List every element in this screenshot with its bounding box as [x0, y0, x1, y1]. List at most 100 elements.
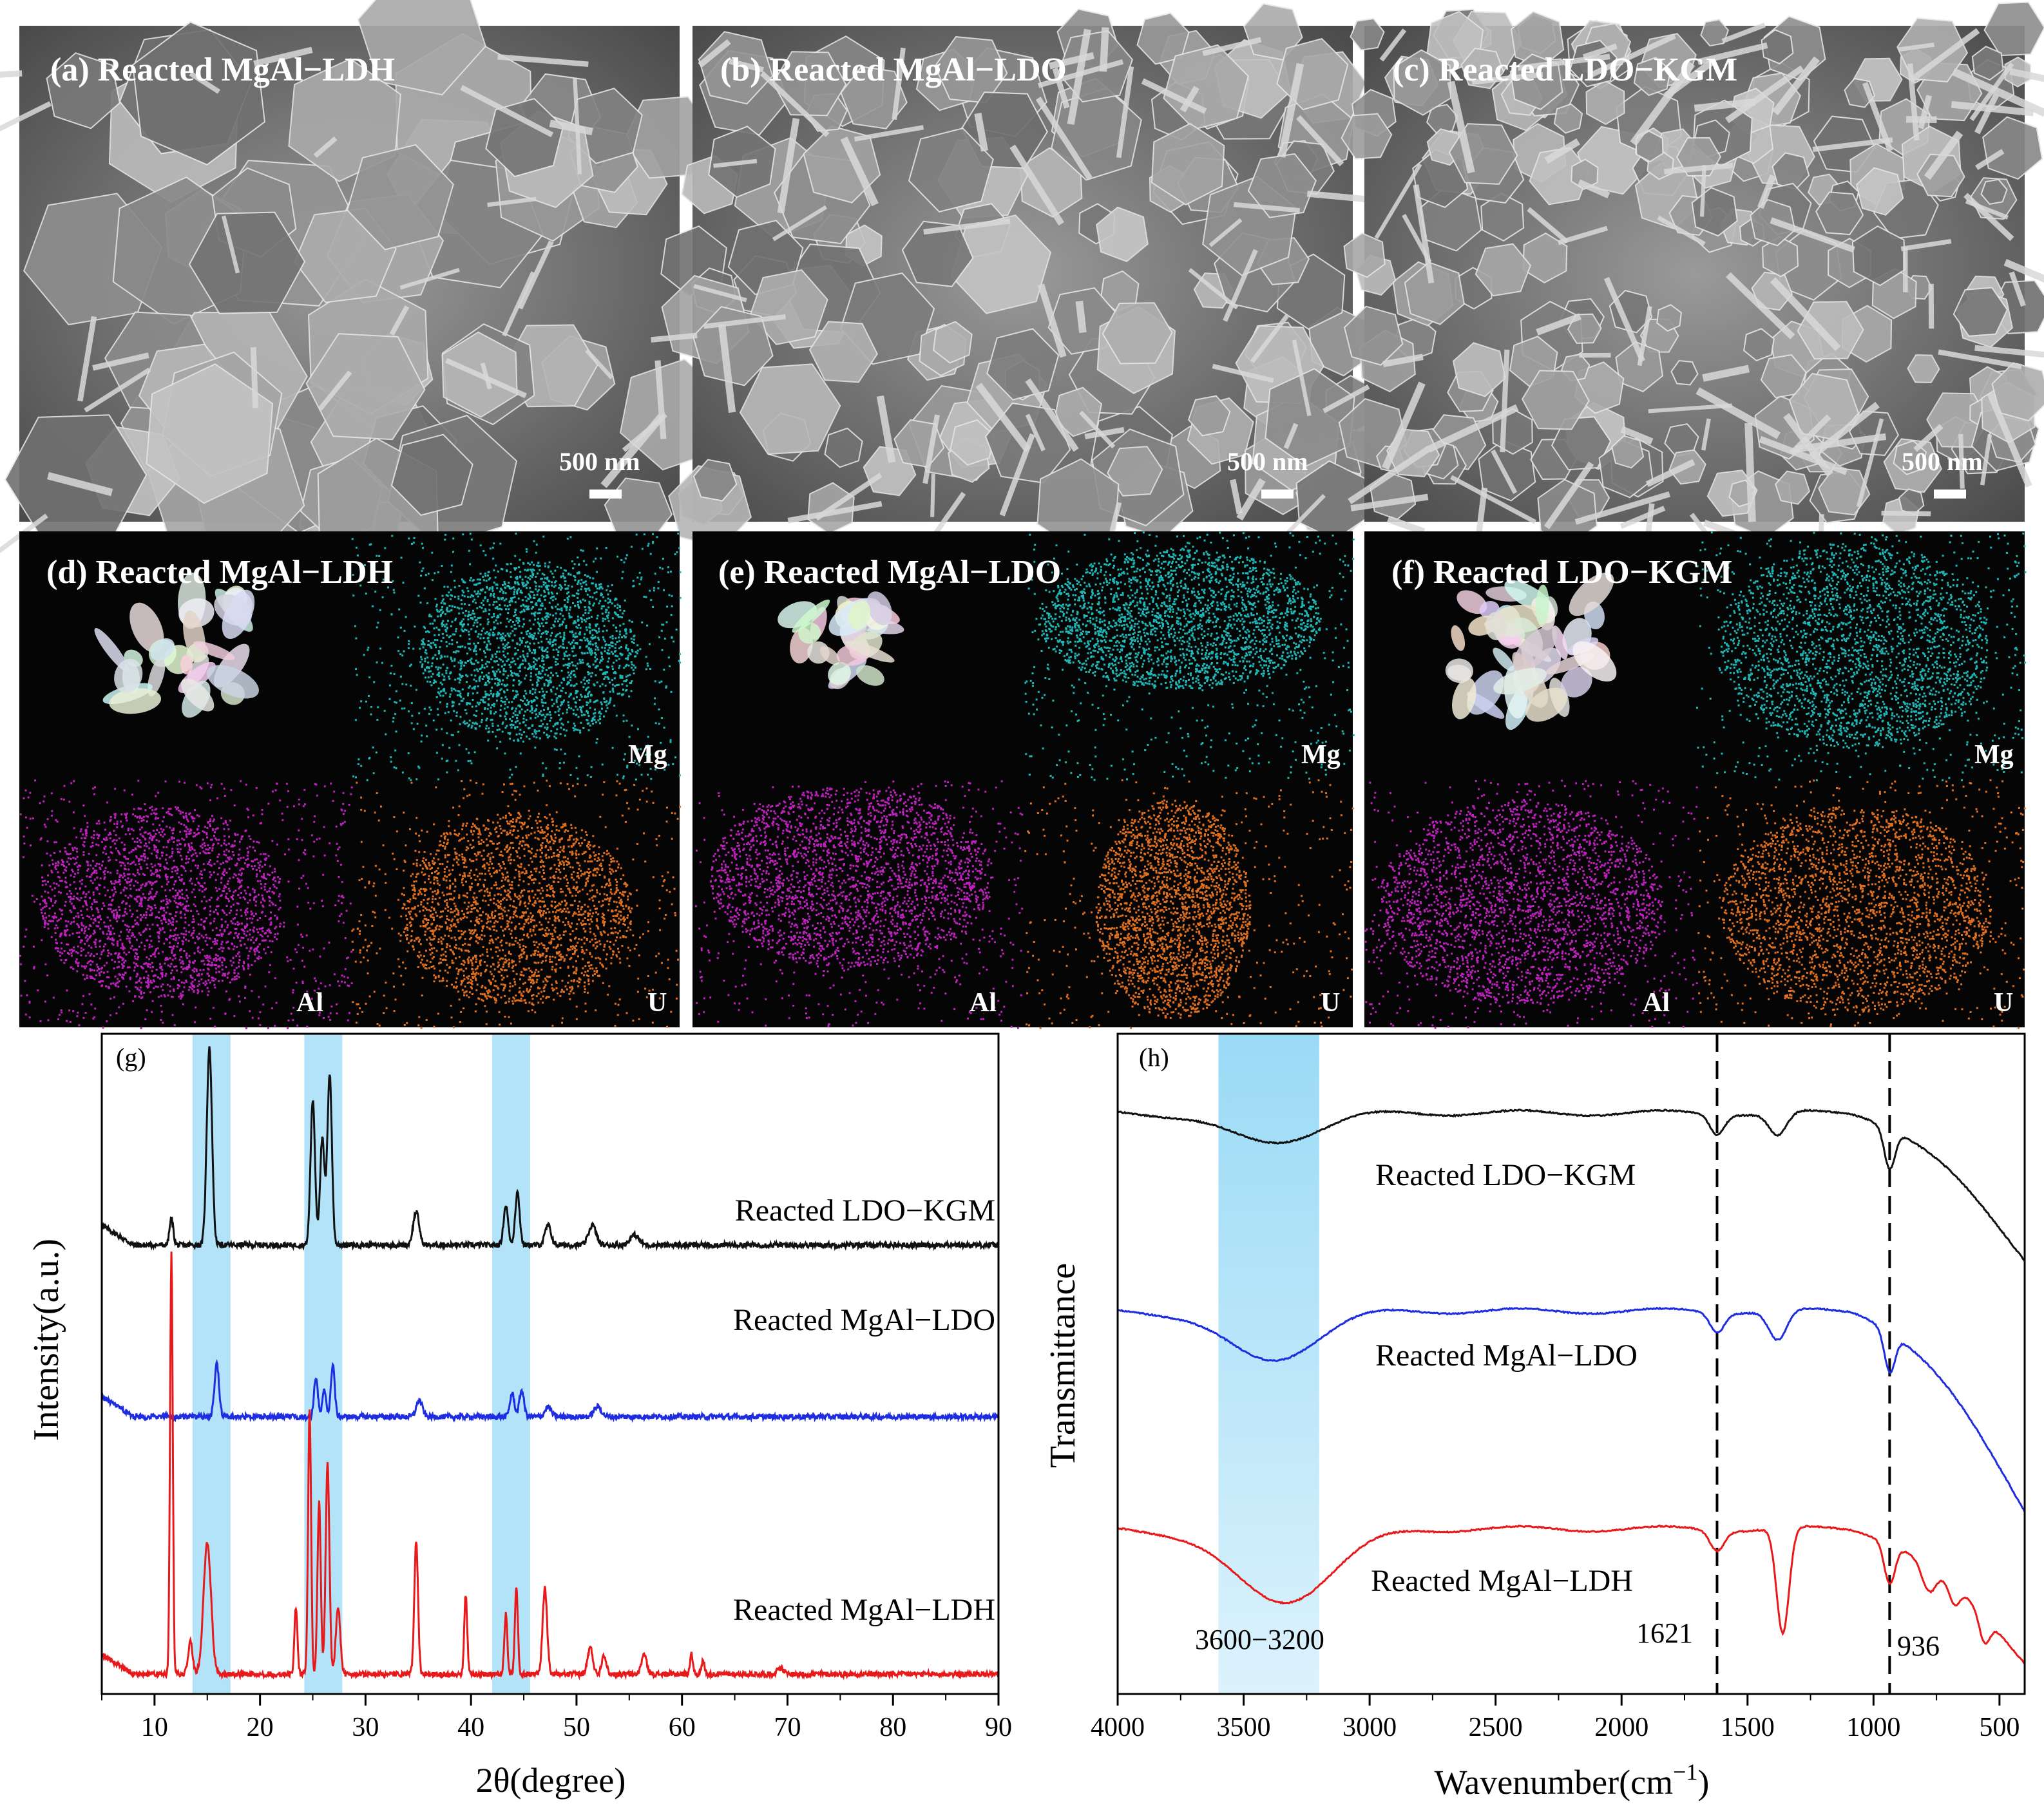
- eds-dot: [586, 629, 588, 631]
- eds-dot: [463, 591, 465, 594]
- eds-dot: [354, 625, 356, 627]
- eds-dot: [329, 1019, 331, 1021]
- eds-dot: [544, 595, 547, 597]
- eds-dot: [473, 598, 476, 601]
- sem-plate: [824, 427, 863, 468]
- eds-dot: [68, 857, 70, 860]
- eds-dot: [249, 929, 251, 931]
- eds-dot: [584, 695, 586, 698]
- eds-dot: [418, 712, 421, 714]
- eds-dot: [515, 652, 517, 655]
- eds-dot: [458, 703, 461, 705]
- eds-dot: [202, 839, 204, 841]
- eds-dot: [69, 1021, 72, 1023]
- eds-dot: [92, 787, 95, 790]
- eds-dot: [492, 557, 495, 560]
- eds-dot: [527, 605, 530, 608]
- eds-dot: [44, 912, 46, 915]
- eds-dot: [582, 549, 584, 552]
- eds-dot: [202, 948, 204, 951]
- eds-dot: [635, 778, 637, 781]
- eds-dot: [526, 640, 529, 643]
- eds-dot: [638, 583, 641, 585]
- eds-dot: [381, 596, 384, 598]
- eds-dot: [488, 681, 491, 684]
- eds-dot: [352, 775, 355, 777]
- eds-dot: [551, 607, 554, 609]
- eds-dot: [249, 973, 251, 976]
- eds-dot: [555, 701, 558, 703]
- eds-dot: [505, 711, 508, 714]
- eds-dot: [263, 875, 265, 877]
- eds-dot: [471, 705, 473, 708]
- eds-dot: [104, 870, 106, 872]
- eds-dot: [596, 571, 598, 573]
- eds-dot: [499, 542, 502, 545]
- eds-dot: [81, 929, 83, 932]
- eds-dot: [184, 781, 186, 784]
- eds-dot: [273, 936, 276, 938]
- eds-dot: [528, 700, 530, 703]
- eds-dot: [145, 911, 148, 913]
- eds-dot: [481, 678, 484, 680]
- eds-dot: [180, 933, 183, 935]
- eds-dot: [586, 774, 589, 777]
- eds-dot: [647, 665, 649, 667]
- eds-dot: [596, 681, 598, 683]
- eds-dot: [216, 855, 219, 858]
- eds-dot: [190, 909, 193, 912]
- eds-dot: [557, 651, 560, 653]
- eds-dot: [454, 596, 456, 598]
- eds-dot: [661, 649, 664, 651]
- eds-dot: [233, 948, 234, 951]
- eds-dot: [412, 541, 415, 544]
- eds-dot: [155, 846, 157, 848]
- eds-dot: [619, 605, 621, 608]
- eds-dot: [572, 639, 575, 642]
- eds-dot: [408, 777, 410, 779]
- eds-dot: [173, 1024, 176, 1026]
- eds-dot: [550, 690, 553, 693]
- eds-dot: [542, 762, 544, 765]
- eds-dot: [190, 815, 193, 818]
- eds-dot: [220, 881, 222, 884]
- eds-dot: [72, 905, 75, 908]
- eds-dot: [162, 846, 165, 848]
- eds-dot: [127, 877, 129, 880]
- eds-dot: [48, 920, 50, 922]
- eds-dot: [499, 604, 501, 606]
- sem-flake: [502, 271, 535, 337]
- eds-dot: [622, 775, 625, 777]
- eds-dot: [461, 578, 463, 581]
- sem-flake: [1928, 283, 1934, 329]
- eds-dot: [555, 612, 557, 614]
- eds-dot: [110, 998, 112, 1000]
- eds-dot: [496, 616, 499, 619]
- eds-dot: [556, 566, 559, 568]
- eds-dot: [441, 625, 444, 627]
- eds-dot: [84, 837, 87, 839]
- eds-dot: [532, 573, 535, 575]
- eds-dot: [155, 893, 157, 895]
- eds-dot: [658, 708, 660, 710]
- eds-dot: [501, 723, 504, 725]
- eds-dot: [209, 820, 211, 823]
- eds-dot: [209, 982, 211, 984]
- eds-dot: [596, 617, 598, 620]
- eds-dot: [574, 604, 577, 607]
- eds-dot: [587, 612, 590, 614]
- eds-dot: [23, 797, 25, 799]
- eds-dot: [526, 550, 528, 553]
- eds-dot: [653, 589, 655, 592]
- eds-dot: [541, 687, 544, 690]
- eds-dot: [575, 592, 578, 595]
- eds-dot: [482, 599, 484, 602]
- eds-dot: [573, 645, 575, 647]
- eds-dot: [529, 587, 531, 589]
- eds-dot: [529, 563, 531, 566]
- eds-dot: [132, 933, 135, 936]
- eds-dot: [233, 937, 235, 939]
- eds-dot: [582, 661, 584, 664]
- eds-dot: [634, 667, 636, 669]
- eds-dot: [627, 654, 630, 657]
